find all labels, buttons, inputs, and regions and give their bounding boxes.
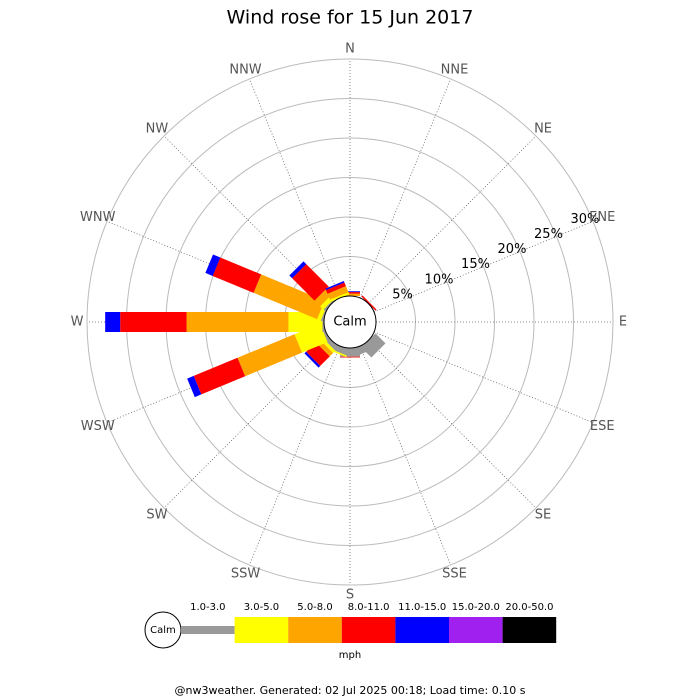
bar-segment <box>193 357 246 395</box>
unit-label: mph <box>339 650 361 661</box>
bar-segment <box>322 312 324 332</box>
direction-label: NW <box>146 121 169 136</box>
direction-label: SSW <box>231 567 261 582</box>
bar-segment <box>304 351 321 368</box>
ring-label: 30% <box>571 212 600 227</box>
spoke <box>373 220 594 313</box>
legend-label: 20.0-50.0 <box>505 602 553 613</box>
legend-swatch <box>341 617 396 643</box>
grid-ring <box>86 58 614 586</box>
chart-title: Wind rose for 15 Jun 2017 <box>227 7 474 29</box>
ring-label: 15% <box>461 257 490 272</box>
calm-circle <box>323 295 377 349</box>
legend-label: 5.0-8.0 <box>297 602 332 613</box>
legend-swatch <box>395 617 449 643</box>
spoke <box>359 78 452 299</box>
bar-segment <box>325 281 345 291</box>
legend-label: 3.0-5.0 <box>244 602 279 613</box>
spoke <box>368 340 537 509</box>
spoke <box>359 345 452 566</box>
spoke <box>368 135 537 304</box>
legend-swatch <box>502 617 557 643</box>
legend-swatch <box>234 617 289 643</box>
direction-label: N <box>345 42 355 57</box>
bar-segment <box>212 257 262 293</box>
direction-bar <box>187 322 330 398</box>
direction-label: W <box>71 315 84 330</box>
direction-label: WSW <box>81 419 115 434</box>
bar-segment <box>340 356 360 358</box>
bar-segment <box>237 334 303 377</box>
bar-segment <box>325 282 346 294</box>
ring-label: 20% <box>498 242 527 257</box>
bar-segment <box>329 291 350 302</box>
legend-swatch <box>449 617 503 643</box>
spoke <box>248 78 341 299</box>
footer: @nw3weather. Generated: 02 Jul 2025 00:1… <box>175 684 526 697</box>
legend-label: 11.0-15.0 <box>398 602 446 613</box>
ring-label: 25% <box>534 227 563 242</box>
legend-label: 15.0-20.0 <box>452 602 500 613</box>
direction-bar <box>361 295 377 311</box>
direction-label: ENE <box>589 210 615 225</box>
direction-label: E <box>619 315 627 330</box>
bar-segment <box>253 274 325 320</box>
direction-label: NNE <box>441 62 469 77</box>
direction-label: SW <box>146 508 167 523</box>
spoke <box>163 340 332 509</box>
direction-label: S <box>346 588 354 603</box>
direction-bar <box>325 281 350 302</box>
bar-segment <box>292 264 329 301</box>
direction-label: SE <box>535 508 551 523</box>
spoke <box>248 345 341 566</box>
bar-segment <box>105 312 121 332</box>
legend-calm-label: Calm <box>150 625 176 636</box>
ring-label: 10% <box>425 272 454 287</box>
direction-label: ESE <box>590 419 615 434</box>
legend-label: 1.0-3.0 <box>190 602 225 613</box>
bar-segment <box>361 295 377 311</box>
direction-bar <box>105 312 324 332</box>
bar-segment <box>186 312 289 332</box>
bar-segment <box>289 261 307 279</box>
spoke <box>373 331 594 424</box>
bar-segment <box>187 375 202 398</box>
direction-label: NE <box>534 121 552 136</box>
legend-swatch <box>181 626 235 634</box>
direction-label: WNW <box>80 210 116 225</box>
ring-label: 5% <box>392 287 413 302</box>
direction-label: NNW <box>229 62 261 77</box>
bar-segment <box>205 254 221 276</box>
bar-segment <box>327 286 349 300</box>
direction-label: SSE <box>442 567 467 582</box>
legend-label: 8.0-11.0 <box>348 602 390 613</box>
legend-swatch <box>288 617 342 643</box>
calm-label: Calm <box>333 315 366 330</box>
bar-segment <box>120 312 187 332</box>
